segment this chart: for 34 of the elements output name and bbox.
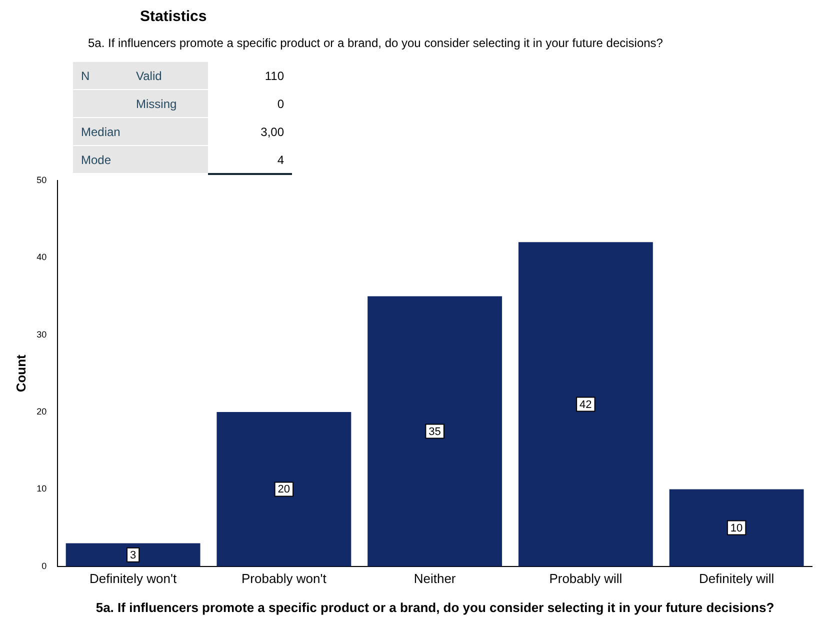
- bar: [669, 489, 804, 566]
- bar: [216, 412, 352, 566]
- y-axis-title: Count: [13, 354, 28, 392]
- y-tick-label: 0: [42, 560, 47, 571]
- y-tick-label: 50: [36, 174, 47, 185]
- y-tick-label: 30: [36, 329, 47, 340]
- text: 0: [276, 96, 285, 113]
- x-axis-title: 5a. If influencers promote a specific product or a brand, do you consider selecting it in your future decisions?: [94, 600, 776, 615]
- chart-subtitle: 5a. If influencers promote a specific product or a brand, do you consider selecting it in your future decisions?: [88, 36, 663, 50]
- x-tick-label: Neither: [414, 570, 456, 586]
- text: Valid: [135, 68, 163, 85]
- y-tick-label: 20: [36, 406, 47, 416]
- y-tick-label: 10: [36, 484, 47, 494]
- bar: [518, 242, 653, 566]
- data-label: 20: [278, 484, 290, 496]
- data-label: 3: [130, 549, 136, 562]
- x-tick-label: Definitely won't: [90, 570, 177, 586]
- text: 110: [264, 68, 285, 85]
- x-tick-label: Definitely will: [698, 570, 774, 586]
- chart-title: Statistics: [140, 8, 207, 25]
- data-label: 42: [580, 398, 592, 411]
- bar: [368, 296, 502, 566]
- text: 3,00: [260, 124, 285, 141]
- x-tick-label: Probably will: [549, 570, 622, 586]
- y-tick-label: 40: [36, 252, 47, 262]
- text: 4: [276, 152, 285, 169]
- text: N: [80, 68, 91, 85]
- bar: [66, 543, 200, 566]
- data-label: 35: [428, 426, 441, 438]
- data-label: 10: [730, 522, 743, 534]
- text: Missing: [135, 96, 178, 113]
- text: Mode: [73, 146, 208, 174]
- x-tick-label: Probably won't: [241, 570, 327, 586]
- text: Median: [73, 118, 208, 146]
